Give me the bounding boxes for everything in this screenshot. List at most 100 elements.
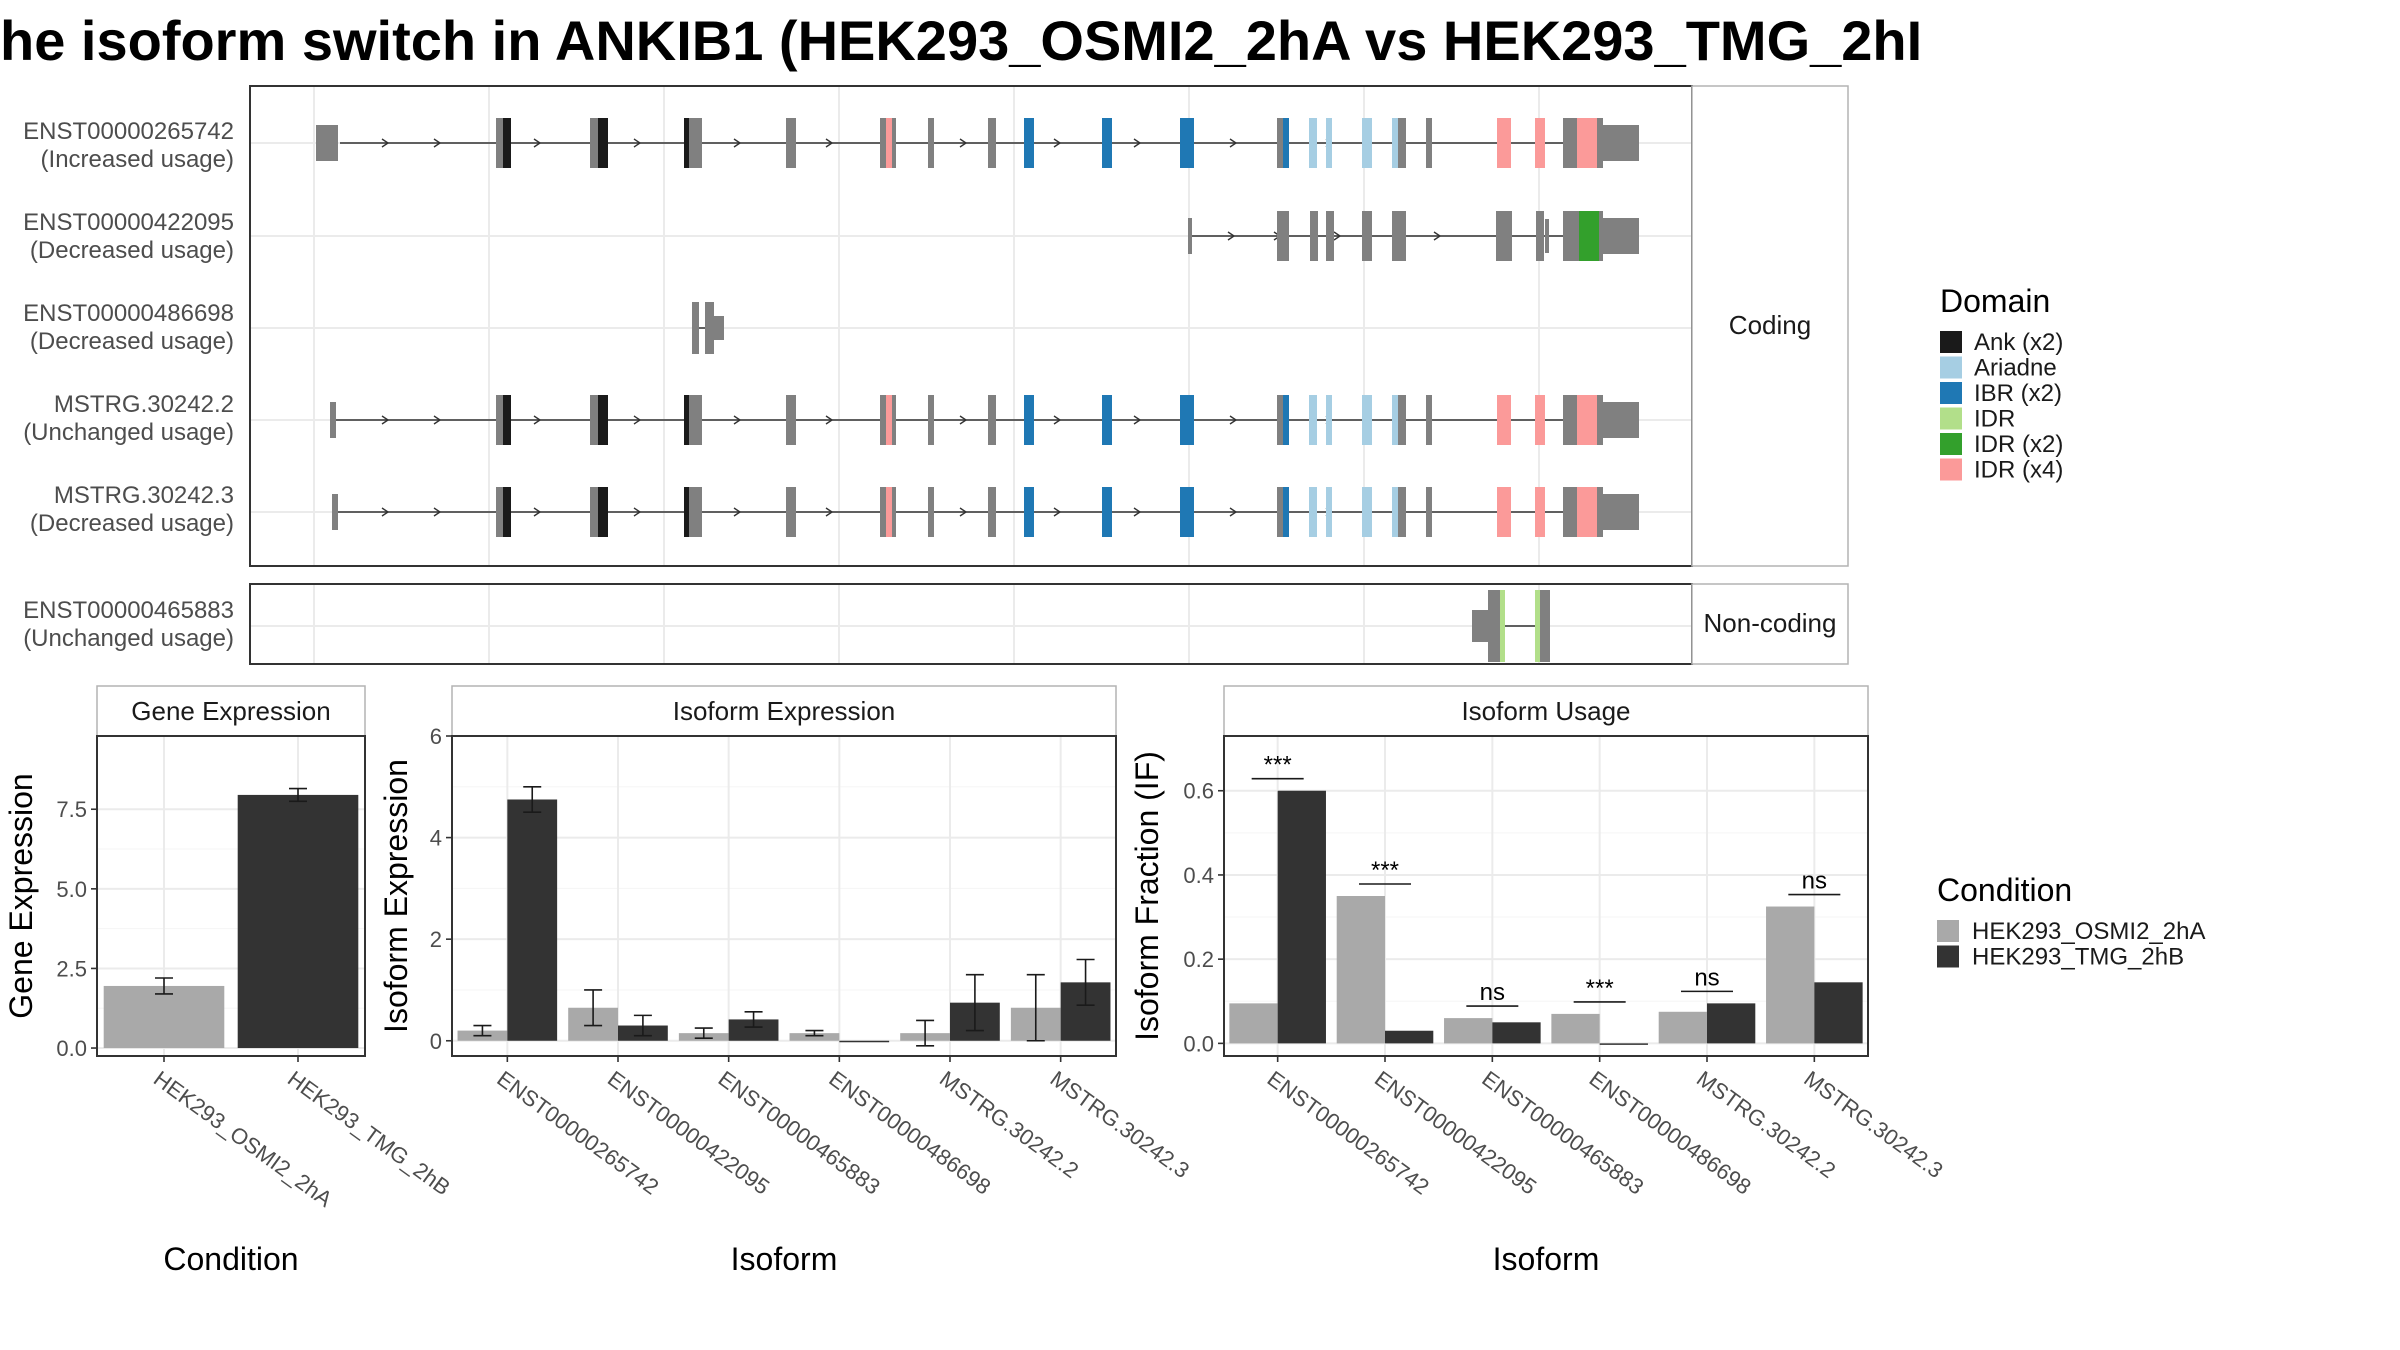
domain-exon	[1102, 487, 1112, 537]
exon	[786, 487, 796, 537]
domain-legend-title: Domain	[1940, 283, 2050, 319]
y-tick-label: 0.2	[1183, 947, 1214, 972]
y-axis-label: Isoform Expression	[378, 759, 414, 1033]
panel-title: Isoform Usage	[1461, 696, 1630, 726]
strand-arrow	[381, 415, 390, 425]
domain-exon	[1535, 487, 1545, 537]
exon	[892, 395, 896, 445]
error-bar	[1076, 958, 1095, 1007]
domain-exon	[1577, 487, 1585, 537]
exon	[892, 118, 896, 168]
bar	[1444, 1018, 1493, 1044]
error-bar	[473, 1024, 492, 1037]
error-bar	[584, 989, 603, 1027]
domain-exon	[1024, 487, 1034, 537]
bar	[1385, 1030, 1434, 1044]
bar	[1336, 896, 1385, 1044]
isoform-label-id: ENST00000265742	[23, 118, 234, 145]
domain-exon	[1579, 211, 1587, 261]
domain-exon	[503, 395, 511, 445]
exon	[1563, 487, 1577, 537]
domain-exon	[1309, 487, 1317, 537]
strand-arrow	[1229, 138, 1238, 148]
condition-legend-title: Condition	[1937, 872, 2072, 908]
transcript-track	[330, 395, 1639, 445]
domain-exon	[1500, 590, 1505, 662]
domain-exon	[886, 118, 892, 168]
utr-exon	[1603, 125, 1639, 161]
domain-exon	[1497, 118, 1511, 168]
strand-arrow	[733, 138, 742, 148]
domain-exon	[1309, 395, 1317, 445]
structure-coding-panel: Coding	[249, 85, 1849, 567]
domain-exon	[1024, 118, 1034, 168]
domain-exon	[1535, 118, 1545, 168]
legend-key-ank	[1940, 331, 1962, 353]
bar	[1229, 1003, 1278, 1044]
exon	[705, 302, 714, 354]
y-tick-label: 2	[430, 927, 442, 952]
isoform-label-id: ENST00000422095	[23, 209, 234, 236]
domain-exon	[598, 487, 608, 537]
x-axis-label: Condition	[163, 1241, 298, 1277]
domain-exon	[886, 487, 892, 537]
strand-arrow	[381, 138, 390, 148]
strand-arrow	[633, 415, 642, 425]
structure-noncoding-panel: Non-coding	[249, 583, 1849, 665]
exon	[1277, 395, 1283, 445]
exon	[1426, 118, 1432, 168]
utr-exon	[1603, 218, 1639, 254]
exon	[1326, 211, 1334, 261]
exon	[1563, 118, 1577, 168]
exon	[880, 395, 886, 445]
legend-label: Ariadne	[1974, 355, 2057, 382]
exon	[689, 118, 702, 168]
utr-exon	[1603, 402, 1639, 438]
exon	[714, 316, 724, 340]
exon	[1362, 211, 1372, 261]
strand-arrow	[1053, 507, 1062, 517]
exon	[689, 395, 702, 445]
exon	[1563, 211, 1579, 261]
error-bar	[916, 1019, 935, 1047]
domain-exon	[1392, 395, 1398, 445]
exon	[892, 487, 896, 537]
significance-label: ***	[1586, 975, 1614, 1002]
domain-exon	[1024, 395, 1034, 445]
exon	[590, 395, 598, 445]
error-bar	[523, 785, 542, 813]
strand-arrow	[733, 507, 742, 517]
utr-exon	[1603, 494, 1639, 530]
exon	[1277, 487, 1283, 537]
significance-label: ns	[1694, 964, 1719, 991]
isoform-usage-panel: Isoform Usage Isoform Isoform Fraction (…	[1129, 685, 1948, 1277]
exon	[1188, 218, 1192, 254]
domain-exon	[1283, 487, 1289, 537]
exon	[1597, 395, 1603, 445]
exon	[928, 118, 934, 168]
strand-arrow	[1229, 415, 1238, 425]
isoform-label-usage: (Decreased usage)	[30, 328, 234, 355]
legend-key	[1937, 920, 1959, 942]
y-tick-label: 0.6	[1183, 779, 1214, 804]
exon	[1426, 395, 1432, 445]
strand-arrow	[381, 507, 390, 517]
y-tick-label: 5.0	[56, 877, 87, 902]
exon	[316, 125, 338, 161]
exon	[1426, 487, 1432, 537]
bar	[1551, 1013, 1600, 1044]
strand-arrow	[1053, 415, 1062, 425]
legend-key-idr4	[1940, 458, 1962, 481]
x-axis-label: Isoform	[1493, 1241, 1600, 1277]
y-tick-label: 0.0	[56, 1036, 87, 1061]
strand-arrow	[959, 138, 968, 148]
legend-label: IBR (x2)	[1974, 380, 2062, 407]
domain-exon	[1577, 118, 1585, 168]
domain-exon	[1585, 395, 1597, 445]
domain-exon	[1362, 118, 1372, 168]
exon	[880, 118, 886, 168]
exon	[988, 118, 996, 168]
chart-title: he isoform switch in ANKIB1 (HEK293_OSMI…	[0, 9, 1923, 72]
exon	[1599, 211, 1603, 261]
